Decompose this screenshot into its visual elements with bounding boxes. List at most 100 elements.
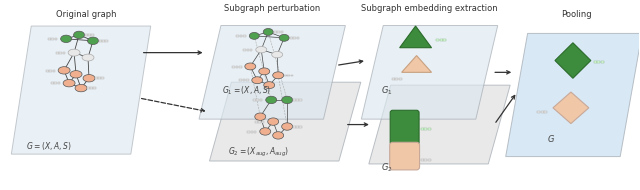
Text: $G_2$: $G_2$ — [381, 161, 392, 174]
Bar — [49, 70, 52, 72]
Ellipse shape — [272, 51, 283, 58]
Ellipse shape — [259, 68, 269, 75]
Bar — [296, 99, 299, 101]
Polygon shape — [402, 56, 431, 72]
Ellipse shape — [282, 123, 292, 130]
Ellipse shape — [263, 28, 273, 35]
Bar — [444, 39, 447, 41]
Ellipse shape — [61, 35, 72, 43]
Text: $G_1 = (X,A,S)$: $G_1 = (X,A,S)$ — [223, 85, 272, 97]
Bar — [255, 121, 258, 123]
Ellipse shape — [83, 74, 95, 82]
Bar — [424, 159, 427, 161]
Ellipse shape — [279, 34, 289, 41]
Bar — [436, 39, 440, 41]
Ellipse shape — [245, 63, 256, 70]
Bar — [300, 126, 302, 128]
Ellipse shape — [273, 132, 284, 139]
Bar — [541, 111, 543, 113]
Bar — [232, 66, 235, 68]
Bar — [106, 40, 108, 42]
Bar — [99, 40, 102, 42]
Bar — [246, 79, 248, 81]
Bar — [56, 52, 59, 54]
Bar — [260, 99, 262, 101]
Bar — [277, 31, 280, 33]
FancyBboxPatch shape — [390, 142, 420, 170]
Ellipse shape — [264, 82, 275, 89]
Ellipse shape — [252, 77, 263, 84]
Bar — [544, 111, 547, 113]
Ellipse shape — [82, 54, 94, 61]
Bar — [253, 99, 256, 101]
Bar — [291, 74, 293, 76]
Text: Subgraph perturbation: Subgraph perturbation — [224, 4, 321, 13]
Polygon shape — [362, 25, 498, 119]
Bar — [601, 61, 604, 63]
Bar — [236, 66, 238, 68]
Ellipse shape — [58, 67, 70, 74]
Bar — [93, 87, 96, 89]
Ellipse shape — [75, 84, 87, 92]
Bar — [392, 78, 395, 80]
Bar — [58, 82, 60, 84]
Ellipse shape — [255, 113, 266, 120]
Bar — [92, 34, 94, 36]
Bar — [54, 82, 57, 84]
Ellipse shape — [68, 49, 80, 56]
Text: Pooling: Pooling — [561, 10, 592, 19]
Bar — [428, 159, 431, 161]
Bar — [399, 78, 402, 80]
Bar — [287, 74, 290, 76]
Bar — [250, 131, 253, 133]
Text: Original graph: Original graph — [56, 10, 116, 19]
Bar — [257, 99, 259, 101]
Bar — [284, 74, 287, 76]
Polygon shape — [369, 85, 510, 164]
Bar — [239, 35, 243, 37]
Bar — [428, 128, 431, 131]
Bar — [300, 99, 302, 101]
Bar — [60, 52, 62, 54]
Bar — [293, 99, 296, 101]
Bar — [280, 31, 284, 33]
Polygon shape — [199, 25, 346, 119]
Ellipse shape — [63, 79, 75, 87]
Bar — [420, 159, 424, 161]
Bar — [48, 38, 51, 40]
Bar — [87, 87, 90, 89]
Bar — [293, 126, 296, 128]
Bar — [54, 38, 58, 40]
Bar — [537, 111, 540, 113]
Bar — [290, 37, 293, 39]
Bar — [250, 49, 253, 51]
Bar — [259, 121, 261, 123]
Text: Subgraph embedding extraction: Subgraph embedding extraction — [361, 4, 498, 13]
Text: $G_2 = (X_{aug},A_{aug})$: $G_2 = (X_{aug},A_{aug})$ — [228, 146, 289, 159]
Bar — [101, 78, 104, 79]
Bar — [102, 40, 105, 42]
Bar — [296, 126, 299, 128]
Bar — [440, 39, 443, 41]
Bar — [293, 37, 296, 39]
Bar — [420, 128, 424, 131]
Ellipse shape — [250, 32, 259, 39]
Bar — [246, 49, 250, 51]
Bar — [395, 78, 398, 80]
Bar — [274, 31, 277, 33]
Bar — [296, 37, 300, 39]
Polygon shape — [553, 92, 589, 124]
Bar — [51, 38, 54, 40]
Bar — [236, 35, 239, 37]
Ellipse shape — [256, 47, 267, 53]
Polygon shape — [555, 43, 591, 78]
Bar — [424, 128, 427, 131]
Ellipse shape — [70, 71, 82, 78]
Bar — [98, 78, 101, 79]
Ellipse shape — [282, 96, 292, 104]
Text: $G$: $G$ — [547, 133, 555, 144]
Bar — [597, 61, 600, 63]
Bar — [253, 131, 257, 133]
Ellipse shape — [268, 118, 278, 125]
Polygon shape — [399, 26, 431, 48]
